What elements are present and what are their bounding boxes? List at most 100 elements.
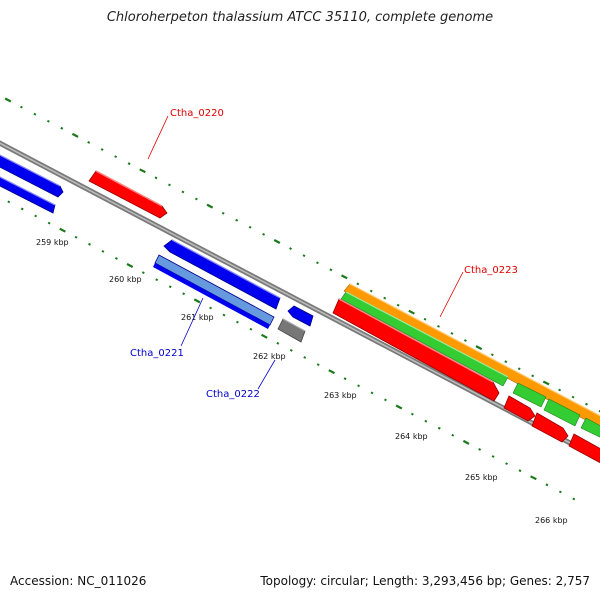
minor-tick: [47, 221, 51, 225]
minor-tick: [450, 332, 454, 335]
minor-tick: [20, 105, 23, 109]
gene-blue-left-1[interactable]: [0, 150, 64, 198]
minor-tick: [571, 395, 575, 399]
minor-tick: [155, 278, 159, 282]
callout-ctha-0222: Ctha_0222: [206, 359, 276, 400]
major-tick: [59, 227, 66, 233]
minor-tick: [74, 235, 78, 239]
gene-label[interactable]: Ctha_0223: [464, 265, 518, 276]
minor-tick: [316, 363, 320, 366]
major-tick: [71, 132, 79, 138]
minor-tick: [248, 225, 252, 229]
minor-tick: [181, 190, 185, 194]
minor-tick: [168, 183, 171, 187]
callout-ctha-0221: Ctha_0221: [130, 297, 204, 359]
minor-tick: [463, 339, 467, 342]
minor-tick: [249, 327, 253, 331]
minor-tick: [504, 360, 508, 364]
major-tick: [341, 274, 348, 280]
minor-tick: [316, 261, 319, 265]
minor-tick: [46, 119, 50, 123]
gene-ctha-0220[interactable]: [88, 170, 168, 219]
minor-tick: [396, 303, 400, 307]
minor-tick: [303, 356, 307, 359]
minor-tick: [222, 313, 226, 317]
accession-text: Accession: NC_011026: [10, 574, 147, 588]
gene-ctha-0221[interactable]: [153, 254, 275, 329]
minor-tick: [114, 257, 118, 260]
minor-tick: [276, 341, 280, 345]
minor-tick: [531, 374, 535, 378]
outer-tick-ring: [4, 97, 600, 413]
gene-green-4[interactable]: [580, 417, 600, 442]
gene-blue-left-2[interactable]: [0, 172, 56, 214]
minor-tick: [517, 367, 521, 371]
scale-label: 262 kbp: [253, 352, 286, 361]
major-tick: [408, 309, 415, 315]
minor-tick: [370, 391, 374, 395]
major-tick: [462, 439, 470, 445]
major-tick: [542, 380, 550, 386]
minor-tick: [289, 247, 293, 250]
major-tick: [328, 369, 335, 375]
minor-tick: [127, 162, 131, 166]
genome-backbone: [0, 140, 600, 462]
callout-ctha-0223: Ctha_0223: [439, 265, 518, 318]
minor-tick: [141, 271, 145, 274]
gene-ctha-0223[interactable]: [332, 298, 500, 402]
minor-tick: [451, 433, 455, 437]
minor-tick: [88, 242, 91, 246]
inner-tick-ring: [7, 200, 576, 501]
minor-tick: [356, 282, 360, 286]
minor-tick: [505, 462, 508, 465]
major-tick: [530, 475, 537, 481]
gene-red-2[interactable]: [503, 395, 536, 422]
gene-small-blue[interactable]: [287, 305, 314, 327]
minor-tick: [221, 211, 225, 215]
gene-red-3[interactable]: [531, 412, 569, 443]
minor-tick: [34, 214, 38, 218]
minor-tick: [154, 176, 158, 180]
minor-tick: [289, 349, 293, 352]
major-tick: [4, 97, 12, 103]
major-tick: [273, 239, 281, 244]
minor-tick: [60, 126, 64, 130]
gene-green-3[interactable]: [543, 398, 581, 427]
gene-blue-center[interactable]: [163, 239, 281, 310]
minor-tick: [114, 155, 118, 158]
minor-tick: [423, 317, 427, 321]
minor-tick: [558, 388, 562, 392]
minor-tick: [182, 292, 186, 296]
minor-tick: [209, 306, 212, 310]
major-tick: [139, 168, 146, 174]
minor-tick: [572, 497, 576, 501]
minor-tick: [33, 112, 37, 116]
scale-label: 259 kbp: [36, 238, 69, 247]
minor-tick: [100, 148, 104, 151]
gene-label[interactable]: Ctha_0220: [170, 108, 224, 119]
gene-green-1[interactable]: [340, 291, 509, 387]
gene-label[interactable]: Ctha_0221: [130, 348, 184, 359]
gene-red-4[interactable]: [568, 433, 600, 468]
gene-label[interactable]: Ctha_0222: [206, 389, 260, 400]
gene-ctha-0222[interactable]: [277, 318, 306, 343]
minor-tick: [7, 200, 11, 204]
map-title: Chloroherpeton thalassium ATCC 35110, co…: [106, 10, 494, 25]
minor-tick: [329, 268, 333, 272]
major-tick: [193, 298, 201, 304]
scale-label: 260 kbp: [109, 275, 142, 284]
scale-labels: 259 kbp 260 kbp 261 kbp 262 kbp 263 kbp …: [36, 238, 568, 525]
major-tick: [395, 404, 403, 410]
scale-label: 266 kbp: [535, 516, 568, 525]
gene-green-2[interactable]: [512, 382, 547, 408]
minor-tick: [410, 412, 414, 416]
minor-tick: [357, 384, 360, 388]
minor-tick: [302, 254, 306, 257]
minor-tick: [424, 419, 428, 423]
minor-tick: [369, 289, 373, 293]
minor-tick: [235, 218, 239, 222]
minor-tick: [194, 197, 198, 201]
minor-tick: [478, 448, 482, 451]
minor-tick: [343, 377, 347, 381]
